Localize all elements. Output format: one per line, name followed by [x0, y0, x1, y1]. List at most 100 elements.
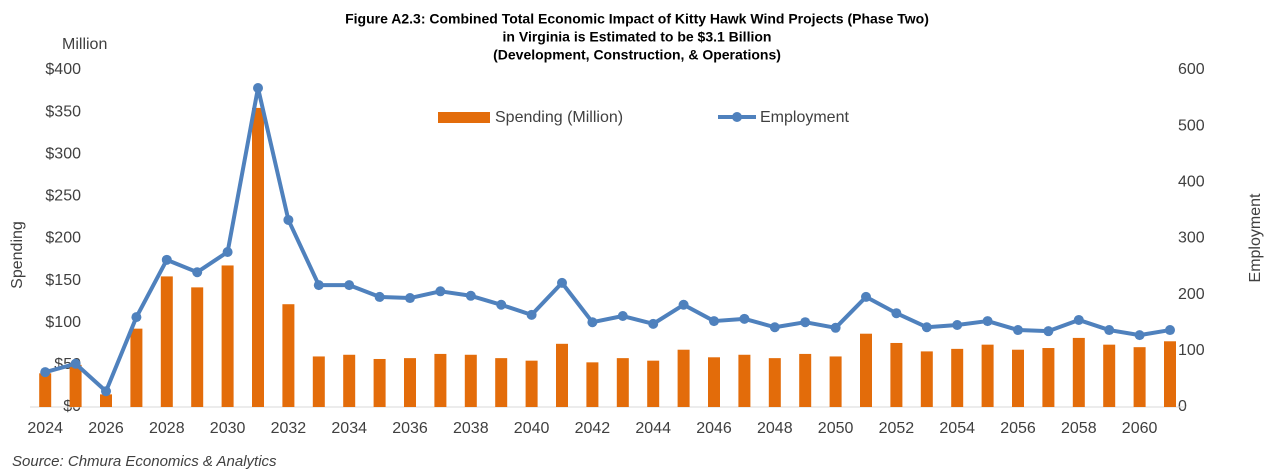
bar [981, 344, 994, 407]
source: Source: Chmura Economics & Analytics [12, 453, 277, 470]
point [1043, 326, 1054, 337]
y-axis-label: Spending [9, 221, 26, 289]
bar [616, 358, 629, 407]
y-tick-label: $400 [45, 61, 81, 78]
bar [799, 353, 812, 407]
bar [1042, 348, 1055, 407]
bar [252, 107, 264, 407]
bar [69, 364, 82, 407]
x-tick-label: 2028 [149, 420, 185, 437]
y2-tick-label: 100 [1178, 342, 1205, 359]
point [405, 293, 415, 304]
y-tick-label: $350 [45, 103, 81, 120]
y-tick-label: $100 [45, 314, 81, 331]
chart-title: in Virginia is Estimated to be $3.1 Bill… [503, 29, 772, 45]
point [1104, 325, 1115, 336]
point [192, 267, 203, 278]
bar [191, 287, 204, 407]
x-tick-label: 2038 [453, 420, 489, 437]
bar [920, 351, 933, 407]
x-tick-label: 2024 [27, 420, 63, 437]
x-tick-label: 2046 [696, 420, 732, 437]
x-tick-label: 2044 [635, 420, 671, 437]
line [44, 85, 1171, 394]
x-tick-label: 2052 [879, 420, 915, 437]
y-tick-label: $200 [45, 230, 81, 247]
point [283, 214, 294, 225]
point [435, 286, 446, 297]
point [952, 319, 963, 330]
bar [586, 362, 599, 407]
point [769, 322, 780, 333]
point [617, 311, 628, 322]
bar [556, 343, 568, 407]
point [40, 367, 51, 378]
bar [282, 304, 295, 407]
point [131, 312, 142, 323]
bar [434, 353, 447, 407]
point [1073, 314, 1084, 325]
point [1165, 325, 1175, 336]
x-tick-label: 2032 [271, 420, 307, 437]
chart-title: Figure A2.3: Combined Total Economic Imp… [345, 11, 929, 27]
point [465, 290, 476, 301]
bar [221, 265, 234, 407]
bar [495, 358, 508, 407]
legend-swatch [438, 112, 490, 123]
point [648, 318, 659, 329]
y-tick-label: $300 [45, 145, 81, 162]
bar [1072, 337, 1085, 407]
bar [404, 358, 416, 407]
bar [647, 360, 660, 407]
x-tick-label: 2042 [575, 420, 611, 437]
x-tick-label: 2036 [392, 420, 428, 437]
x-tick-label: 2060 [1122, 420, 1158, 437]
legend-swatch [732, 112, 742, 122]
y2-tick-label: 300 [1178, 230, 1205, 247]
point [982, 316, 993, 327]
bar [312, 356, 325, 407]
y2-tick-label: 500 [1178, 117, 1205, 134]
bar [708, 357, 720, 407]
bar [1164, 341, 1176, 407]
bar [951, 348, 964, 407]
point [313, 280, 324, 291]
unit-label: Million [62, 36, 107, 53]
bar [130, 328, 143, 407]
point [496, 299, 507, 310]
point [101, 386, 111, 397]
point [526, 309, 537, 320]
point [739, 313, 750, 324]
bar [738, 354, 751, 407]
point [161, 254, 172, 265]
point [709, 316, 719, 327]
point [891, 308, 902, 319]
point [344, 280, 355, 291]
x-tick-label: 2048 [757, 420, 793, 437]
bar [890, 342, 903, 407]
x-tick-label: 2058 [1061, 420, 1097, 437]
point [861, 291, 871, 302]
y2-tick-label: 600 [1178, 61, 1205, 78]
x-tick-label: 2040 [514, 420, 550, 437]
bar [373, 358, 386, 407]
bar [160, 276, 173, 407]
chart-title: (Development, Construction, & Operations… [493, 47, 781, 63]
bar [525, 360, 538, 407]
x-tick-label: 2050 [818, 420, 854, 437]
point [374, 291, 385, 302]
x-tick-label: 2026 [88, 420, 124, 437]
point [557, 277, 567, 288]
point [830, 322, 841, 333]
x-tick-label: 2056 [1000, 420, 1036, 437]
point [1013, 325, 1023, 336]
y-tick-label: $150 [45, 272, 81, 289]
point [222, 246, 233, 257]
bar [1012, 349, 1024, 407]
bar [768, 358, 781, 407]
point [678, 299, 689, 310]
bar [677, 349, 690, 407]
bar [39, 373, 52, 407]
point [921, 322, 932, 333]
